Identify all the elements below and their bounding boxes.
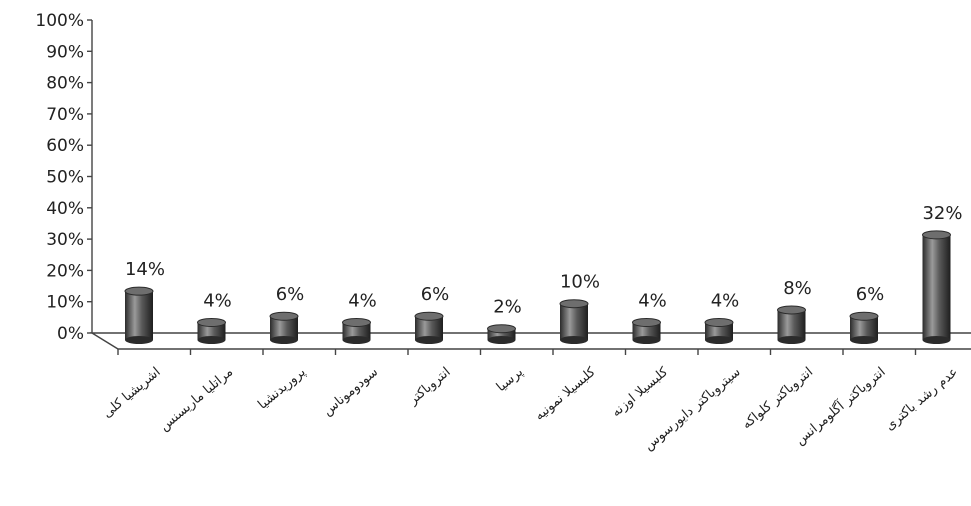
bar-base	[125, 336, 153, 344]
bar	[559, 299, 589, 344]
data-label: 2%	[493, 297, 522, 318]
bar-body	[560, 303, 588, 340]
data-label: 4%	[203, 290, 232, 311]
axes: 0% 10% 20% 30% 40% 50% 60% 70% 80% 90% 100%	[35, 11, 971, 355]
category-label: کلبسیلا نمونیه	[532, 364, 599, 424]
category-label: عدم رشد باکتری	[883, 365, 962, 434]
category-label: انتروباکتر	[405, 365, 453, 409]
bar-top	[269, 311, 299, 321]
bar-body	[632, 322, 661, 340]
bar-top	[777, 305, 806, 315]
y-tick-label: 0%	[57, 324, 84, 344]
y-tick-label: 10%	[46, 293, 84, 313]
bar-body	[850, 316, 878, 340]
y-tick-label: 40%	[46, 199, 84, 219]
bar-base	[850, 336, 878, 344]
category-label: پرسیا	[494, 364, 527, 395]
bar-top	[487, 324, 516, 334]
bar-top	[414, 311, 444, 321]
bar-top	[342, 317, 371, 327]
y-tick-label: 100%	[35, 11, 84, 31]
bar	[414, 311, 444, 344]
bar	[487, 324, 516, 344]
bar-base	[415, 336, 443, 344]
data-label: 6%	[856, 284, 885, 305]
data-label: 14%	[125, 259, 165, 280]
y-tick-label: 60%	[46, 136, 84, 156]
bar-body	[415, 316, 443, 340]
bar-body	[342, 322, 371, 340]
bar	[197, 317, 226, 344]
bars	[124, 230, 951, 344]
y-tick-label: 50%	[46, 168, 84, 188]
category-label: پروریدنشیا	[255, 364, 309, 412]
bar-base	[560, 336, 588, 344]
bar-body	[922, 234, 951, 340]
data-label: 6%	[421, 284, 450, 305]
data-label: 32%	[922, 203, 962, 224]
data-label: 10%	[560, 272, 600, 293]
bar	[124, 286, 154, 344]
data-label: 4%	[711, 290, 740, 311]
y-tick-label: 90%	[46, 42, 84, 62]
bar-top	[559, 299, 589, 309]
y-tick-label: 20%	[46, 261, 84, 281]
bar-base	[705, 336, 733, 344]
bar-body	[197, 322, 226, 340]
bar-top	[197, 317, 226, 327]
bar-base	[270, 336, 298, 344]
category-label: کلبسیلا اوزنه	[609, 364, 672, 420]
category-label: سودوموناس	[320, 365, 381, 419]
y-tick-label: 70%	[46, 105, 84, 125]
data-label: 6%	[276, 284, 305, 305]
bar-top	[632, 317, 661, 327]
labels: 14% اشریشیا کلی 4% مراتلیا ماریسنس 6% پروریدن…	[100, 203, 962, 454]
bar-base	[777, 336, 806, 344]
bar-body	[125, 291, 153, 340]
bar-base	[632, 336, 661, 344]
y-tick-label: 30%	[46, 230, 84, 250]
bar-base	[197, 336, 226, 344]
bar-body	[705, 322, 733, 340]
bar	[632, 317, 661, 344]
bar-body	[487, 328, 516, 340]
chart-floor	[89, 332, 971, 350]
data-label: 4%	[638, 290, 667, 311]
bar	[777, 305, 806, 344]
category-label: اشریشیا کلی	[100, 365, 163, 422]
category-label: انتروباکتر کلواکه	[739, 365, 816, 433]
bar	[342, 317, 371, 344]
bar	[269, 311, 299, 344]
category-label: مراتلیا ماریسنس	[157, 365, 236, 435]
data-label: 4%	[348, 290, 377, 311]
bar-base	[922, 336, 951, 344]
bar-top	[124, 286, 154, 296]
bar-top	[704, 317, 734, 327]
bar-body	[777, 309, 806, 340]
bar	[922, 230, 951, 344]
bar	[704, 317, 734, 344]
bar-top	[849, 311, 879, 321]
y-tick-label: 80%	[46, 74, 84, 94]
data-label: 8%	[783, 278, 812, 299]
bar-body	[270, 316, 298, 340]
bar	[849, 311, 879, 344]
bar-base	[342, 336, 371, 344]
bar-top	[922, 230, 951, 240]
bar-base	[487, 336, 516, 344]
